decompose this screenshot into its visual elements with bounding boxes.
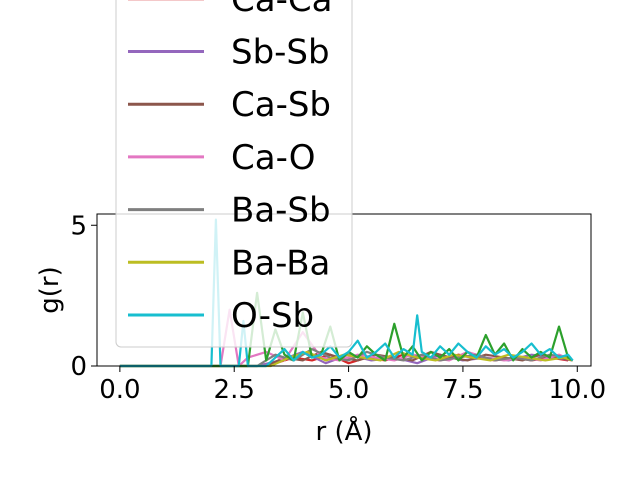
y-tick-label: 5 — [70, 211, 87, 241]
y-tick-label: 0 — [70, 352, 87, 382]
legend-label: Ca-Sb — [231, 85, 331, 125]
legend-label: O-Sb — [231, 296, 314, 336]
x-tick-label: 0.0 — [99, 375, 140, 405]
x-tick-label: 5.0 — [328, 375, 369, 405]
legend-label: Ca-Ca — [231, 0, 332, 20]
x-tick-label: 7.5 — [442, 375, 483, 405]
x-tick-label: 2.5 — [214, 375, 255, 405]
legend-label: Ba-Ba — [231, 243, 330, 283]
tick-layer: 0.0 2.5 5.0 7.5 10.0 0 5 — [70, 211, 606, 405]
legend: Ca-Ca Sb-Sb Ca-Sb Ca-O Ba-Sb Ba-Ba O-Sb — [115, 0, 353, 348]
legend-box — [115, 0, 353, 348]
legend-label: Sb-Sb — [231, 33, 330, 73]
x-axis-label: r (Å) — [315, 415, 372, 447]
legend-label: Ba-Sb — [231, 191, 331, 231]
x-tick-label: 10.0 — [548, 375, 606, 405]
legend-label: Ca-O — [231, 138, 316, 178]
y-axis-label: g(r) — [35, 266, 65, 313]
